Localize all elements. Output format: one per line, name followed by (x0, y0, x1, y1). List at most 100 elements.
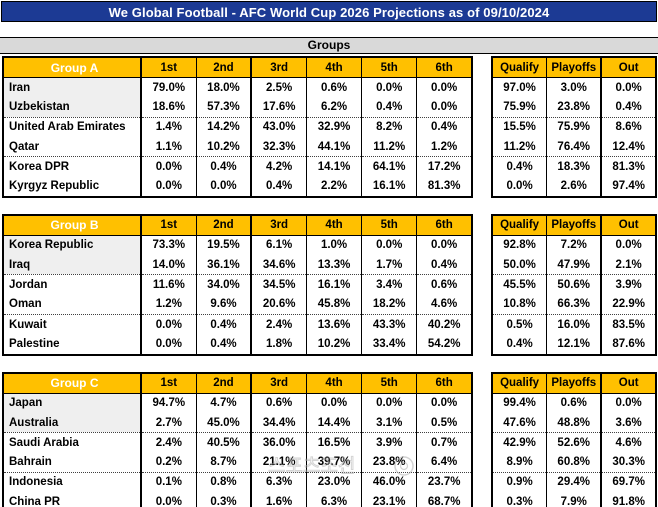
outcome-value-cell: 50.6% (546, 274, 602, 295)
position-value-cell: 0.1% (140, 471, 197, 493)
position-header-cell: 3rd (250, 57, 307, 78)
position-value-cell: 40.5% (195, 432, 252, 453)
position-value-cell: 32.9% (305, 116, 362, 137)
position-value-cell: 36.0% (250, 432, 307, 453)
outcome-value-cell: 0.0% (600, 77, 656, 98)
team-name-cell: Jordan (3, 274, 142, 295)
outcome-header-cell: Playoffs (546, 214, 602, 236)
position-header-cell: 4th (305, 372, 362, 394)
group-block: Group C 1st 2nd 3rd 4th 5th 6th Japan 94.7% 4.7% 0… (2, 371, 658, 507)
outcome-value-cell: 75.9% (491, 97, 547, 118)
position-value-cell: 36.1% (195, 255, 252, 275)
outcome-value-cell: 7.9% (546, 492, 602, 507)
outcome-row: 75.9% 23.8% 0.4% (491, 97, 656, 118)
position-value-cell: 34.6% (250, 255, 307, 275)
outcome-value-cell: 23.8% (546, 97, 602, 118)
groups-container: Group A 1st 2nd 3rd 4th 5th 6th Iran 79.0% 18.0% 2… (0, 56, 658, 507)
outcome-value-cell: 0.0% (600, 393, 656, 413)
team-name-cell: Australia (3, 412, 142, 433)
outcome-value-cell: 0.3% (491, 492, 547, 507)
outcome-value-cell: 50.0% (491, 255, 547, 275)
team-name-cell: Indonesia (3, 471, 142, 493)
outcome-value-cell: 0.6% (546, 393, 602, 413)
position-value-cell: 14.1% (305, 156, 362, 177)
outcome-row: 11.2% 76.4% 12.4% (491, 136, 656, 157)
position-header-cell: 5th (361, 214, 417, 236)
outcome-value-cell: 30.3% (600, 452, 656, 473)
team-name-cell: Japan (3, 393, 142, 413)
position-value-cell: 17.6% (250, 97, 307, 118)
outcome-header-cell: Out (600, 214, 656, 236)
position-value-cell: 33.4% (361, 334, 417, 355)
position-value-cell: 46.0% (361, 471, 417, 493)
position-value-cell: 0.0% (305, 393, 362, 413)
positions-header-row: Group C 1st 2nd 3rd 4th 5th 6th (3, 372, 472, 394)
position-value-cell: 4.2% (250, 156, 307, 177)
position-value-cell: 0.0% (195, 176, 252, 197)
team-row: Indonesia 0.1% 0.8% 6.3% 23.0% 46.0% 23.7% (3, 471, 472, 493)
team-name-cell: Uzbekistan (3, 97, 142, 118)
position-value-cell: 73.3% (140, 235, 197, 256)
position-header-cell: 5th (361, 372, 417, 394)
position-value-cell: 0.0% (140, 313, 197, 335)
group-label-cell: Group A (3, 57, 142, 78)
position-value-cell: 6.4% (416, 452, 472, 473)
position-value-cell: 18.2% (361, 294, 417, 315)
team-row: Jordan 11.6% 34.0% 34.5% 16.1% 3.4% 0.6% (3, 274, 472, 295)
team-name-cell: Qatar (3, 136, 142, 157)
outcome-row: 97.0% 3.0% 0.0% (491, 77, 656, 98)
position-value-cell: 0.4% (195, 313, 252, 335)
team-row: Qatar 1.1% 10.2% 32.3% 44.1% 11.2% 1.2% (3, 136, 472, 157)
outcome-value-cell: 4.6% (600, 432, 656, 453)
position-value-cell: 0.8% (195, 471, 252, 493)
outcome-value-cell: 0.5% (491, 313, 547, 335)
team-row: Bahrain 0.2% 8.7% 21.1% 39.7% 23.8% 6.4% (3, 452, 472, 473)
position-value-cell: 68.7% (416, 492, 472, 507)
position-value-cell: 13.3% (305, 255, 362, 275)
outcome-value-cell: 69.7% (600, 471, 656, 493)
outcome-value-cell: 16.0% (546, 313, 602, 335)
position-header-cell: 6th (416, 372, 472, 394)
outcome-value-cell: 83.5% (600, 313, 656, 335)
position-value-cell: 1.7% (361, 255, 417, 275)
position-value-cell: 6.1% (250, 235, 307, 256)
outcome-row: 0.3% 7.9% 91.8% (491, 492, 656, 507)
position-value-cell: 0.0% (416, 97, 472, 118)
outcome-row: 92.8% 7.2% 0.0% (491, 235, 656, 256)
outcome-value-cell: 11.2% (491, 136, 547, 157)
page-title: We Global Football - AFC World Cup 2026 … (1, 1, 657, 22)
outcome-value-cell: 0.4% (600, 97, 656, 118)
positions-header-row: Group B 1st 2nd 3rd 4th 5th 6th (3, 214, 472, 236)
outcome-row: 45.5% 50.6% 3.9% (491, 274, 656, 295)
outcome-value-cell: 8.6% (600, 116, 656, 137)
position-value-cell: 34.4% (250, 412, 307, 433)
position-value-cell: 0.6% (250, 393, 307, 413)
position-value-cell: 0.0% (361, 77, 417, 98)
position-value-cell: 0.0% (140, 334, 197, 355)
position-value-cell: 11.2% (361, 136, 417, 157)
group-label-cell: Group C (3, 372, 142, 394)
position-value-cell: 2.4% (250, 313, 307, 335)
outcome-value-cell: 42.9% (491, 432, 547, 453)
team-row: Uzbekistan 18.6% 57.3% 17.6% 6.2% 0.4% 0.0% (3, 97, 472, 118)
position-value-cell: 0.7% (416, 432, 472, 453)
position-value-cell: 14.4% (305, 412, 362, 433)
position-value-cell: 0.4% (416, 116, 472, 137)
team-row: Kuwait 0.0% 0.4% 2.4% 13.6% 43.3% 40.2% (3, 313, 472, 335)
group-label-cell: Group B (3, 214, 142, 236)
group-block: Group A 1st 2nd 3rd 4th 5th 6th Iran 79.0% 18.0% 2… (2, 56, 658, 198)
outcomes-header-row: Qualify Playoffs Out (491, 372, 656, 394)
outcome-row: 0.4% 18.3% 81.3% (491, 156, 656, 177)
position-value-cell: 0.4% (195, 334, 252, 355)
position-value-cell: 23.7% (416, 471, 472, 493)
team-name-cell: Korea Republic (3, 235, 142, 256)
position-value-cell: 0.0% (140, 492, 197, 507)
position-header-cell: 5th (361, 57, 417, 78)
position-value-cell: 6.3% (305, 492, 362, 507)
outcome-header-cell: Playoffs (546, 57, 602, 78)
position-value-cell: 0.4% (416, 255, 472, 275)
outcome-row: 0.5% 16.0% 83.5% (491, 313, 656, 335)
outcome-value-cell: 10.8% (491, 294, 547, 315)
position-value-cell: 81.3% (416, 176, 472, 197)
